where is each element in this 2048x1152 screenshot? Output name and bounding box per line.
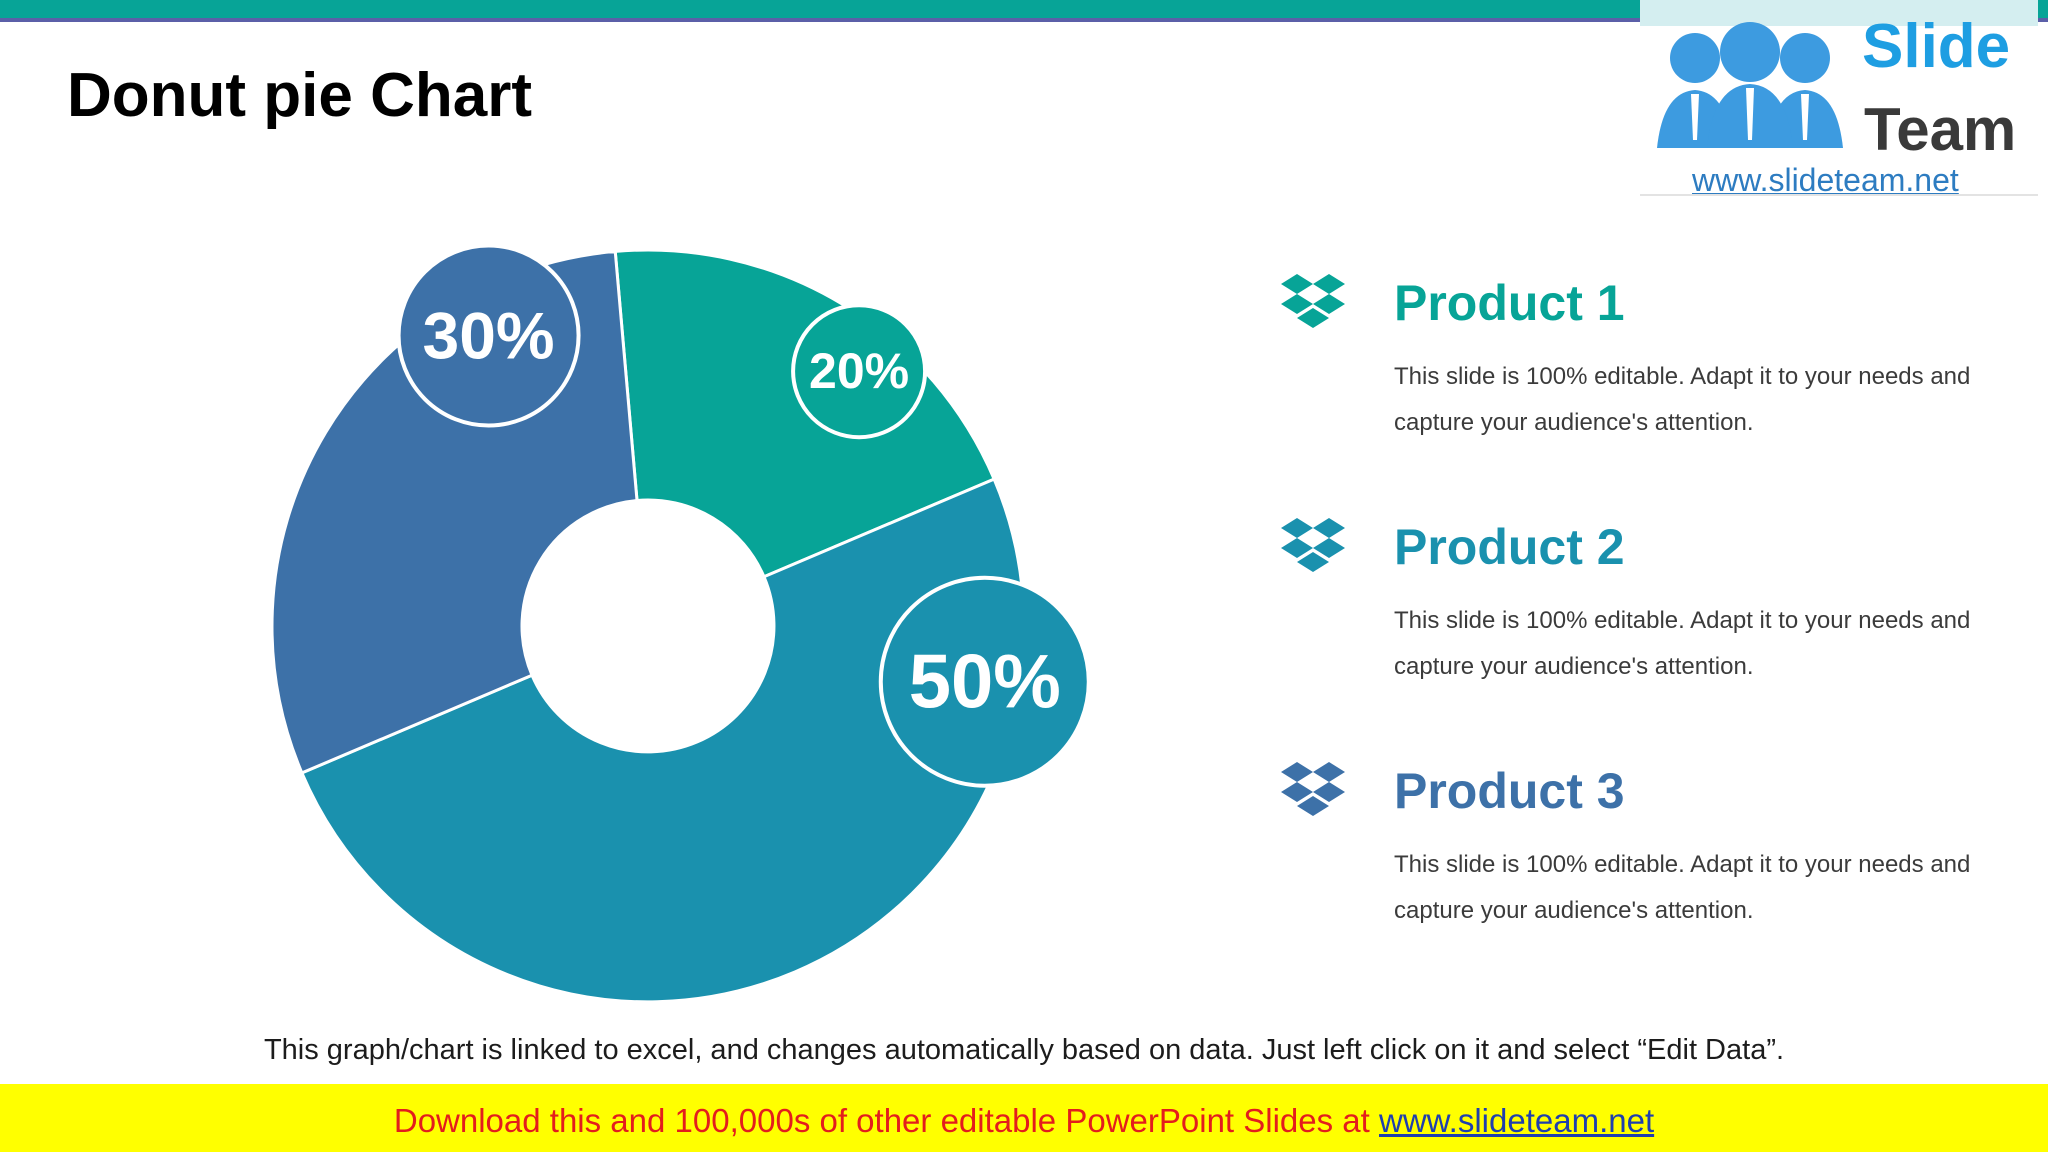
legend-desc-product-2: This slide is 100% editable. Adapt it to… — [1394, 607, 1971, 680]
data-label-product-1: 20% — [809, 343, 909, 399]
logo-background-strip — [1640, 0, 2038, 26]
page-title: Donut pie Chart — [67, 61, 532, 130]
dropbox-icon — [1281, 274, 1345, 328]
logo-team-text: Team — [1864, 96, 2017, 163]
download-banner: Download this and 100,000s of other edit… — [0, 1084, 2048, 1152]
legend-title-product-2: Product 2 — [1394, 519, 1625, 575]
data-label-product-2: 50% — [909, 639, 1061, 724]
legend-item-product-3: Product 3 This slide is 100% editable. A… — [1280, 760, 1980, 960]
top-accent-bar — [0, 0, 2048, 22]
logo-slide-text: Slide — [1862, 12, 2011, 81]
download-banner-link[interactable]: www.slideteam.net — [1379, 1102, 1655, 1139]
label-bubble-product-2 — [878, 575, 1091, 788]
download-banner-message: Download this and 100,000s of other edit… — [393, 1102, 1379, 1139]
people-icon — [1657, 22, 1843, 148]
chart-footnote: This graph/chart is linked to excel, and… — [263, 1034, 1785, 1066]
dropbox-icon — [1281, 518, 1345, 572]
download-banner-text: Download this and 100,000s of other edit… — [0, 1102, 2048, 1140]
legend-item-product-2: Product 2 This slide is 100% editable. A… — [1280, 516, 1980, 716]
logo-url-link[interactable]: www.slideteam.net — [1692, 162, 1959, 198]
donut-slice-product-1 — [613, 248, 997, 579]
legend-item-product-1: Product 1 This slide is 100% editable. A… — [1280, 272, 1980, 472]
logo-divider — [1640, 194, 2038, 196]
legend-desc-product-1: This slide is 100% editable. Adapt it to… — [1394, 363, 1971, 436]
legend-title-product-1: Product 1 — [1394, 275, 1625, 331]
legend-title-product-3: Product 3 — [1394, 763, 1625, 819]
label-bubble-product-3 — [396, 243, 581, 428]
slideteam-logo[interactable]: Slide Team www.slideteam.net — [1640, 0, 2038, 196]
label-bubble-product-1 — [791, 303, 928, 440]
data-label-product-3: 30% — [423, 299, 555, 373]
legend-desc-product-3: This slide is 100% editable. Adapt it to… — [1394, 851, 1971, 924]
dropbox-icon — [1281, 762, 1345, 816]
